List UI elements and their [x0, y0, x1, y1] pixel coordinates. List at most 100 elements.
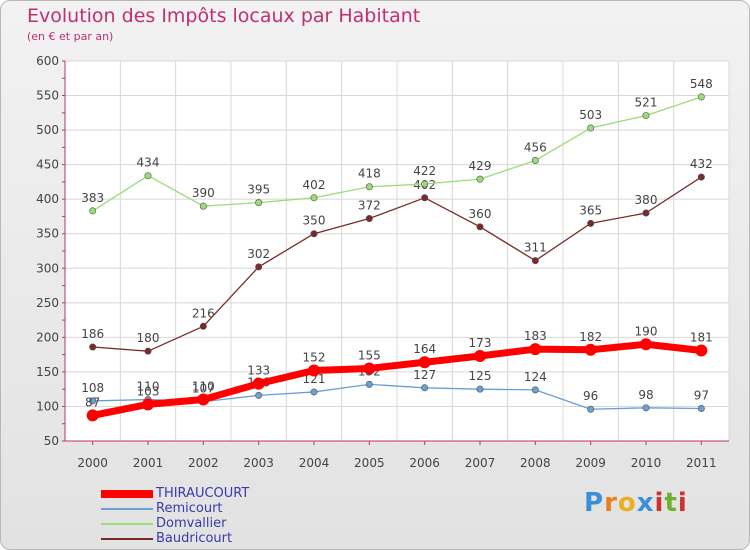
x-tick-label: 2000: [77, 456, 108, 470]
logo-letter: i: [654, 488, 665, 518]
data-label-baudricourt: 186: [81, 327, 104, 341]
data-point-thiraucourt: [252, 377, 265, 390]
data-point-domvallier: [255, 199, 263, 207]
data-point-thiraucourt: [197, 393, 210, 406]
x-tick-label: 2006: [409, 456, 440, 470]
data-label-baudricourt: 360: [469, 207, 492, 221]
y-tick-label: 50: [44, 434, 59, 448]
data-label-baudricourt: 180: [137, 331, 160, 345]
data-point-remicourt: [421, 384, 429, 392]
data-point-remicourt: [476, 385, 484, 393]
data-label-domvallier: 548: [690, 77, 713, 91]
data-label-thiraucourt: 182: [579, 330, 602, 344]
data-point-baudricourt: [421, 194, 429, 202]
data-point-domvallier: [587, 124, 595, 132]
data-point-baudricourt: [476, 223, 484, 231]
series-line-baudricourt: [92, 176, 702, 352]
data-label-thiraucourt: 190: [635, 324, 658, 338]
logo-letter: P: [584, 488, 605, 518]
data-label-thiraucourt: 164: [413, 342, 436, 356]
data-point-domvallier: [310, 194, 318, 202]
x-tick-label: 2001: [133, 456, 164, 470]
data-point-remicourt: [642, 404, 650, 412]
y-tick-label: 250: [36, 296, 59, 310]
data-label-remicourt: 107: [192, 382, 215, 396]
data-label-remicourt: 110: [137, 380, 160, 394]
data-label-thiraucourt: 110: [192, 380, 215, 394]
data-label-thiraucourt: 173: [469, 336, 492, 350]
data-label-domvallier: 402: [303, 178, 326, 192]
data-point-baudricourt: [255, 263, 263, 271]
data-point-remicourt: [587, 405, 595, 413]
series-line-domvallier: [92, 96, 702, 212]
data-label-domvallier: 456: [524, 140, 547, 154]
data-label-baudricourt: 372: [358, 199, 381, 213]
legend-swatch: [101, 523, 153, 525]
proxiti-logo: Proxiti: [584, 488, 688, 518]
data-label-remicourt: 124: [524, 370, 547, 384]
data-point-baudricourt: [199, 322, 207, 330]
data-label-remicourt: 125: [469, 369, 492, 383]
legend-label: THIRAUCOURT: [156, 486, 250, 501]
data-label-domvallier: 418: [358, 167, 381, 181]
x-tick-label: 2008: [520, 456, 551, 470]
data-point-thiraucourt: [695, 344, 708, 357]
data-label-domvallier: 434: [137, 156, 160, 170]
legend-swatch: [101, 490, 153, 498]
data-label-baudricourt: 311: [524, 241, 547, 255]
x-tick-label: 2011: [686, 456, 717, 470]
data-point-remicourt: [365, 380, 373, 388]
data-label-remicourt: 96: [583, 389, 598, 403]
data-point-baudricourt: [642, 209, 650, 217]
data-label-remicourt: 108: [81, 381, 104, 395]
chart-title: Evolution des Impôts locaux par Habitant: [27, 5, 421, 27]
legend-swatch: [101, 508, 153, 510]
logo-letter: i: [677, 488, 688, 518]
data-label-baudricourt: 432: [690, 157, 713, 171]
y-tick-label: 500: [36, 123, 59, 137]
data-point-thiraucourt: [584, 343, 597, 356]
data-point-thiraucourt: [86, 409, 99, 422]
y-tick-label: 350: [36, 227, 59, 241]
data-label-thiraucourt: 152: [303, 351, 326, 365]
data-label-thiraucourt: 133: [247, 364, 270, 378]
x-tick-label: 2002: [188, 456, 219, 470]
x-tick-label: 2003: [243, 456, 274, 470]
data-point-baudricourt: [365, 215, 373, 223]
data-point-remicourt: [255, 391, 263, 399]
data-point-remicourt: [531, 386, 539, 394]
data-label-baudricourt: 380: [635, 193, 658, 207]
chart-subtitle: (en € et par an): [27, 30, 114, 43]
logo-letter: t: [664, 488, 678, 518]
x-tick-label: 2010: [631, 456, 662, 470]
legend-label: Domvallier: [156, 516, 227, 531]
data-point-thiraucourt: [418, 356, 431, 369]
data-label-thiraucourt: 183: [524, 329, 547, 343]
data-label-thiraucourt: 103: [137, 384, 160, 398]
data-label-domvallier: 503: [579, 108, 602, 122]
data-label-baudricourt: 216: [192, 306, 215, 320]
data-point-remicourt: [310, 388, 318, 396]
data-label-domvallier: 395: [247, 183, 270, 197]
data-point-domvallier: [199, 202, 207, 210]
y-tick-label: 150: [36, 365, 59, 379]
series-line-thiraucourt: [89, 340, 705, 419]
data-point-domvallier: [642, 112, 650, 120]
data-point-domvallier: [89, 207, 97, 215]
x-tick-label: 2004: [299, 456, 330, 470]
data-label-baudricourt: 350: [303, 214, 326, 228]
data-point-thiraucourt: [363, 362, 376, 375]
data-label-domvallier: 521: [635, 96, 658, 110]
data-point-domvallier: [476, 175, 484, 183]
data-point-domvallier: [531, 156, 539, 164]
data-label-domvallier: 383: [81, 191, 104, 205]
data-label-baudricourt: 302: [247, 247, 270, 261]
data-label-domvallier: 429: [469, 159, 492, 173]
data-label-baudricourt: 365: [579, 203, 602, 217]
logo-letter: r: [604, 488, 618, 518]
legend-label: Baudricourt: [156, 531, 233, 546]
y-tick-label: 600: [36, 54, 59, 68]
logo-letter: o: [617, 488, 637, 518]
